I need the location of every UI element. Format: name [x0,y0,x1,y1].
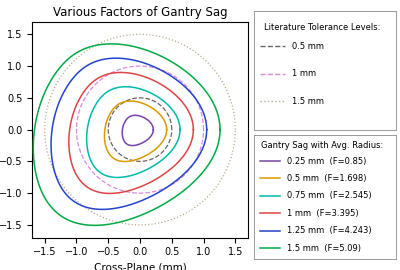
Text: 0.5 mm  (F=1.698): 0.5 mm (F=1.698) [287,174,366,183]
Text: Gantry Sag with Avg. Radius:: Gantry Sag with Avg. Radius: [261,141,383,150]
Text: 0.75 mm  (F=2.545): 0.75 mm (F=2.545) [287,191,371,200]
Text: 1.25 mm  (F=4.243): 1.25 mm (F=4.243) [287,226,371,235]
Text: 0.5 mm: 0.5 mm [292,42,324,51]
Text: 1 mm  (F=3.395): 1 mm (F=3.395) [287,209,358,218]
Title: Various Factors of Gantry Sag: Various Factors of Gantry Sag [53,6,227,19]
Text: 1 mm: 1 mm [292,69,316,78]
Text: Literature Tolerance Levels:: Literature Tolerance Levels: [264,23,380,32]
Text: 1.5 mm: 1.5 mm [292,97,324,106]
Text: 1.5 mm  (F=5.09): 1.5 mm (F=5.09) [287,244,361,252]
Text: 0.25 mm  (F=0.85): 0.25 mm (F=0.85) [287,157,366,166]
X-axis label: Cross-Plane (mm): Cross-Plane (mm) [94,263,186,270]
